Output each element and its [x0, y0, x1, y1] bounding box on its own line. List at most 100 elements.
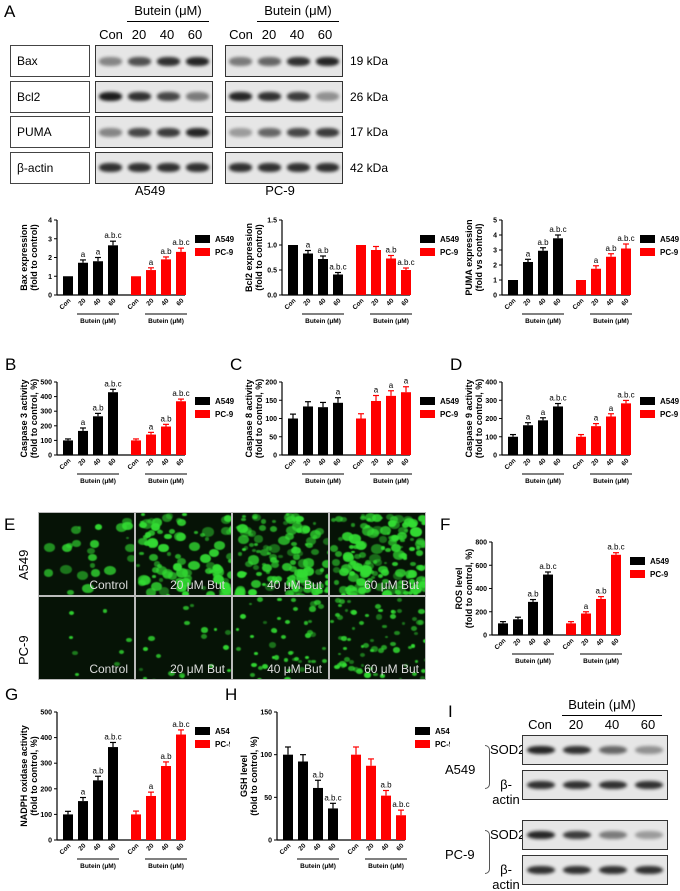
x-tick-label: 20 [302, 457, 312, 467]
y-tick-label: 400 [485, 380, 497, 387]
cell-line-label: PC-9 [265, 183, 295, 198]
y-tick-label: 400 [40, 735, 52, 742]
cell-fluorescence [365, 614, 369, 618]
protein-band [635, 780, 663, 790]
cell-fluorescence [70, 525, 82, 534]
y-tick-label: 500 [40, 710, 52, 717]
cell-fluorescence [288, 590, 298, 595]
cell-fluorescence [287, 574, 297, 582]
y-tick-label: 1.5 [267, 218, 277, 225]
x-tick-label: 20 [370, 297, 380, 307]
cell-fluorescence [168, 529, 175, 535]
protein-label: β-actin [492, 777, 520, 807]
cell-fluorescence [372, 571, 379, 576]
cell-fluorescence [351, 626, 356, 630]
cell-fluorescence [385, 547, 391, 552]
x-tick-label: 60 [552, 457, 562, 467]
bar [161, 766, 171, 840]
significance-label: a [81, 418, 86, 427]
cell-fluorescence [255, 549, 261, 554]
significance-label: a [541, 408, 546, 417]
legend-swatch [195, 397, 210, 405]
x-group-label: Butein (μM) [80, 318, 116, 325]
cell-fluorescence [382, 578, 389, 584]
cell-fluorescence [383, 561, 387, 565]
cell-fluorescence [369, 553, 381, 563]
cell-fluorescence [421, 521, 425, 525]
cell-fluorescence [262, 544, 270, 550]
significance-label: a [81, 250, 86, 259]
x-tick-label: 40 [385, 457, 395, 467]
cell-fluorescence [180, 578, 191, 587]
legend-label: A549 [215, 397, 235, 406]
x-tick-label: 20 [590, 457, 600, 467]
cell-fluorescence [252, 548, 257, 553]
cell-fluorescence [294, 568, 305, 577]
cell-fluorescence [213, 627, 218, 631]
chart-casp8: 0 50 100 150 200 Caspase 8 activity (fold to c… [244, 377, 460, 485]
cell-fluorescence [417, 565, 425, 572]
cell-fluorescence [410, 527, 423, 537]
x-group-label: Butein (μM) [373, 318, 409, 325]
protein-band [157, 56, 180, 66]
cell-fluorescence [370, 528, 380, 536]
cell-fluorescence [296, 593, 300, 595]
cell-fluorescence [155, 565, 168, 576]
x-tick-label: 60 [552, 297, 562, 307]
header-line [562, 715, 662, 716]
cell-fluorescence [353, 544, 359, 549]
x-tick-label: Con [572, 297, 586, 311]
cell-fluorescence [408, 579, 416, 585]
protein-band [186, 127, 209, 137]
legend-label: PC-9 [660, 410, 679, 419]
cell-fluorescence [400, 538, 405, 543]
cell-fluorescence [242, 515, 247, 519]
bar [621, 403, 631, 455]
cell-fluorescence [395, 586, 407, 595]
cell-fluorescence [399, 594, 404, 595]
cell-fluorescence [69, 635, 73, 639]
cell-line-label: A549 [134, 183, 166, 198]
cell-fluorescence [343, 656, 351, 663]
cell-fluorescence [221, 516, 231, 524]
cell-fluorescence [358, 586, 367, 594]
cell-fluorescence [278, 554, 283, 558]
cell-fluorescence [175, 518, 183, 524]
cell-line-label: A549 [16, 549, 31, 580]
x-tick-label: 20 [145, 842, 155, 852]
legend-label: PC-9 [215, 410, 234, 419]
cell-fluorescence [310, 530, 322, 539]
y-tick-label: 1.0 [267, 243, 277, 250]
cell-fluorescence [302, 586, 312, 593]
protein-band [229, 92, 252, 101]
bar [78, 801, 88, 840]
y-tick-label: 50 [264, 795, 272, 802]
cell-fluorescence [213, 575, 224, 584]
cell-fluorescence [138, 551, 144, 556]
bar [606, 416, 616, 455]
cell-fluorescence [330, 545, 339, 552]
bar [93, 261, 103, 295]
cell-fluorescence [82, 583, 94, 593]
cell-fluorescence [286, 549, 296, 556]
cell-fluorescence [221, 527, 231, 535]
cell-fluorescence [275, 559, 279, 563]
cell-fluorescence [143, 541, 150, 547]
cell-fluorescence [172, 563, 183, 571]
significance-label: a [594, 414, 599, 423]
y-axis-label: ROS level [454, 567, 464, 609]
y-axis-label: Caspase 8 activity [244, 379, 254, 457]
y-tick-label: 0 [483, 633, 487, 640]
x-group-label: Butein (μM) [300, 863, 336, 870]
x-tick-label: 60 [175, 457, 185, 467]
bar [318, 259, 328, 295]
cell-line-label: A549 [445, 762, 476, 777]
y-tick-label: 400 [40, 394, 52, 401]
molecular-weight: 19 kDa [350, 54, 389, 68]
y-axis-label: GSH level [239, 755, 249, 797]
x-tick-label: Con [504, 297, 518, 311]
bar [313, 787, 323, 840]
cell-fluorescence [148, 553, 158, 561]
cell-fluorescence [419, 676, 425, 679]
protein-band [99, 92, 122, 101]
